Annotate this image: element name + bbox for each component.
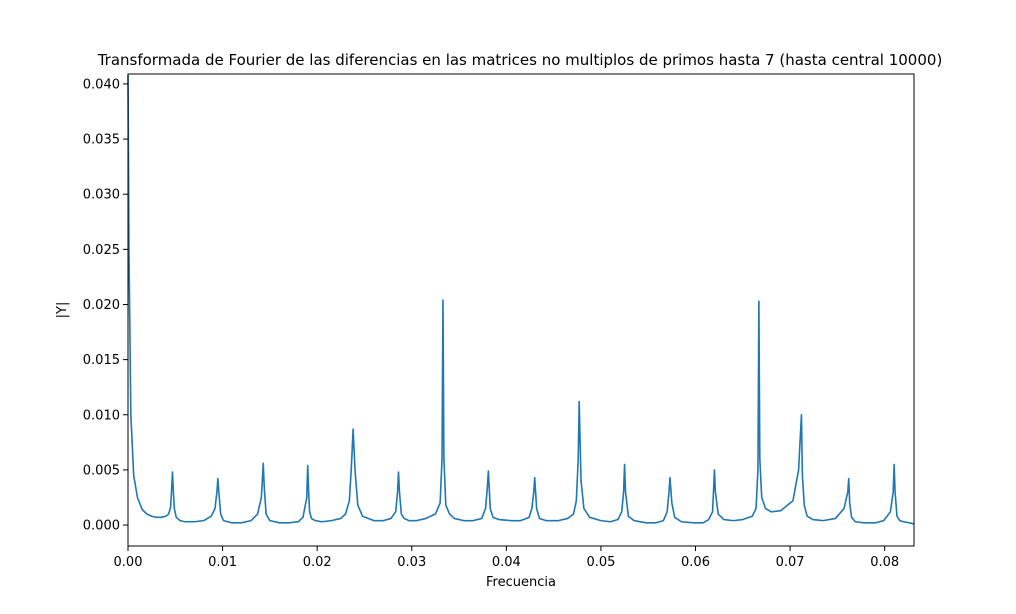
axes-frame [127, 73, 915, 547]
y-tick-label: 0.030 [83, 188, 120, 203]
y-tick-label: 0.035 [83, 133, 120, 148]
y-axis-label: |Y| [55, 302, 70, 319]
chart-title: Transformada de Fourier de las diferenci… [97, 51, 943, 69]
x-axis-label: Frecuencia [486, 575, 556, 590]
x-tick-label: 0.02 [303, 555, 332, 570]
x-tick-label: 0.05 [586, 555, 615, 570]
y-tick-label: 0.025 [83, 243, 120, 258]
series-line [127, 75, 915, 525]
x-tick-label: 0.03 [397, 555, 426, 570]
y-tick-label: 0.000 [83, 519, 120, 534]
x-tick-label: 0.01 [208, 555, 237, 570]
y-tick-label: 0.015 [83, 353, 120, 368]
y-tick-label: 0.005 [83, 463, 120, 478]
y-tick-label: 0.020 [83, 298, 120, 313]
plot-area [127, 75, 915, 525]
x-axis-ticks: 0.00 0.01 0.02 0.03 0.04 0.05 0.06 0.07 0.08 [114, 546, 899, 570]
x-tick-label: 0.08 [870, 555, 899, 570]
x-tick-label: 0.00 [114, 555, 143, 570]
x-tick-label: 0.06 [681, 555, 710, 570]
x-tick-label: 0.04 [492, 555, 521, 570]
y-tick-label: 0.040 [83, 77, 120, 92]
y-tick-label: 0.010 [83, 408, 120, 423]
x-tick-label: 0.07 [776, 555, 805, 570]
y-axis-ticks: 0.000 0.005 0.010 0.015 0.020 0.025 0.030 0.035… [83, 77, 128, 534]
